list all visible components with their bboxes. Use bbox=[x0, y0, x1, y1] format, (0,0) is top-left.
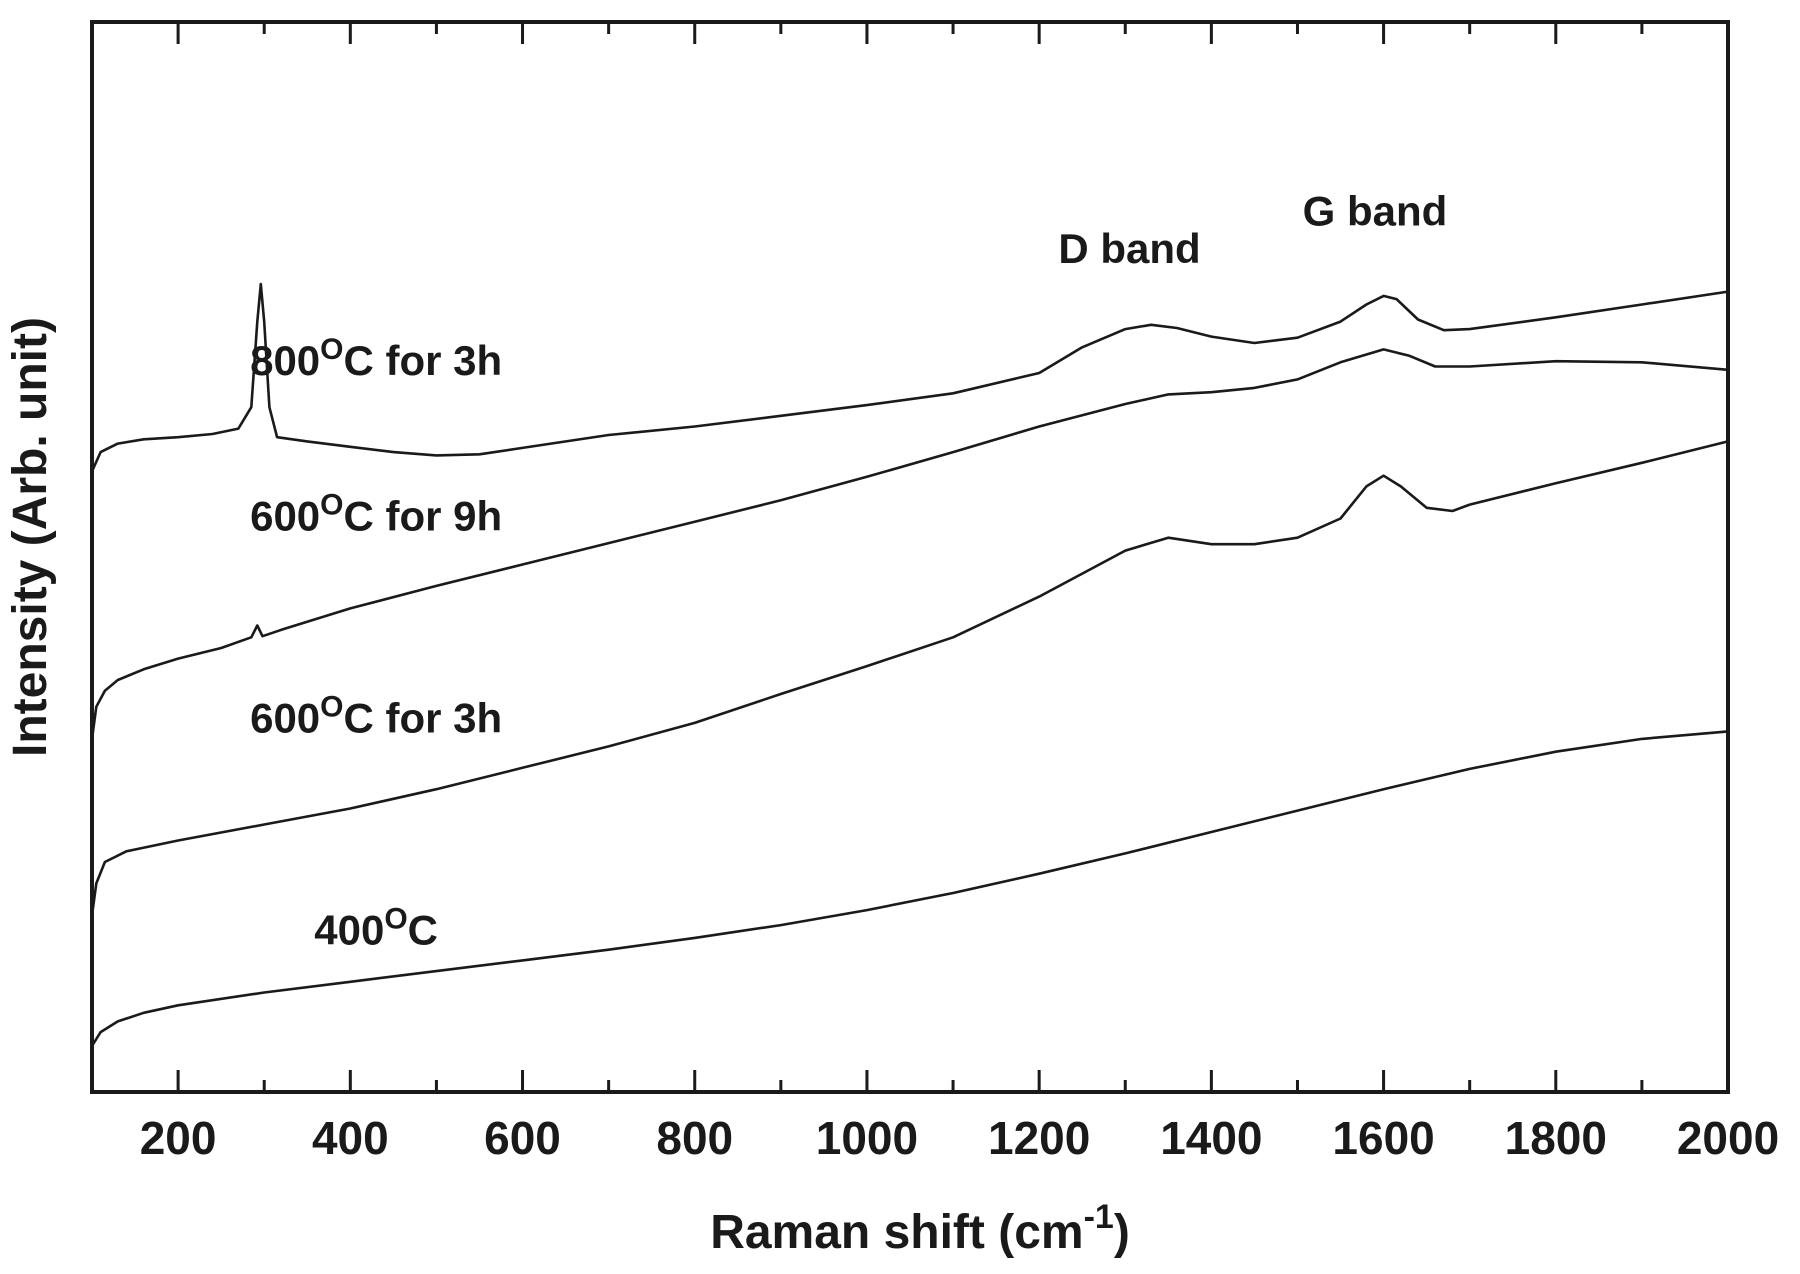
x-tick-label: 400 bbox=[312, 1112, 389, 1164]
series-label-3: 600OC for 3h bbox=[250, 690, 502, 741]
annotation-1: D band bbox=[1058, 225, 1200, 272]
x-tick-label: 200 bbox=[140, 1112, 217, 1164]
y-axis-label: Intensity (Arb. unit) bbox=[4, 317, 57, 757]
x-axis-label-main: Raman shift (cm bbox=[710, 1206, 1083, 1259]
plot-frame bbox=[90, 20, 1730, 1094]
series-label-degree: O bbox=[320, 690, 343, 723]
x-tick-label: 1200 bbox=[988, 1112, 1090, 1164]
series-label-1: 800OC for 3h bbox=[250, 333, 502, 384]
series-label-rest: C for 9h bbox=[344, 492, 503, 539]
series-line-3 bbox=[90, 440, 1730, 917]
series-label-2: 600OC for 9h bbox=[250, 488, 502, 539]
x-tick-label: 1600 bbox=[1332, 1112, 1434, 1164]
series-label-rest: C bbox=[408, 906, 438, 953]
x-tick-label: 800 bbox=[656, 1112, 733, 1164]
x-axis-label-superscript: -1 bbox=[1084, 1198, 1114, 1236]
series-label-degree: O bbox=[384, 902, 407, 935]
series-label-rest: C for 3h bbox=[344, 337, 503, 384]
series-label-rest: C for 3h bbox=[344, 694, 503, 741]
annotation-2: G band bbox=[1303, 187, 1448, 234]
series-label-4: 400OC bbox=[314, 902, 438, 953]
series-lines bbox=[90, 282, 1730, 1048]
series-line-2 bbox=[90, 348, 1730, 741]
series-label-temp: 600 bbox=[250, 694, 320, 741]
x-axis-label-end: ) bbox=[1114, 1206, 1130, 1259]
x-tick-labels: 200 400 600 800 1000 1200 1400 1600 1800 2000 bbox=[140, 1112, 1779, 1164]
x-axis-label: Raman shift (cm-1) bbox=[710, 1198, 1130, 1259]
series-line-1 bbox=[90, 282, 1730, 473]
x-tick-label: 1400 bbox=[1160, 1112, 1262, 1164]
annotations: D band G band bbox=[1058, 187, 1447, 271]
x-tick-label: 2000 bbox=[1677, 1112, 1779, 1164]
tick-marks bbox=[90, 22, 1730, 1092]
x-tick-label: 1000 bbox=[816, 1112, 918, 1164]
series-label-temp: 400 bbox=[314, 906, 384, 953]
series-label-temp: 800 bbox=[250, 337, 320, 384]
x-tick-label: 600 bbox=[484, 1112, 561, 1164]
x-tick-label: 1800 bbox=[1505, 1112, 1607, 1164]
series-label-degree: O bbox=[320, 333, 343, 366]
series-label-temp: 600 bbox=[250, 492, 320, 539]
series-line-4 bbox=[90, 730, 1730, 1048]
series-label-degree: O bbox=[320, 488, 343, 521]
